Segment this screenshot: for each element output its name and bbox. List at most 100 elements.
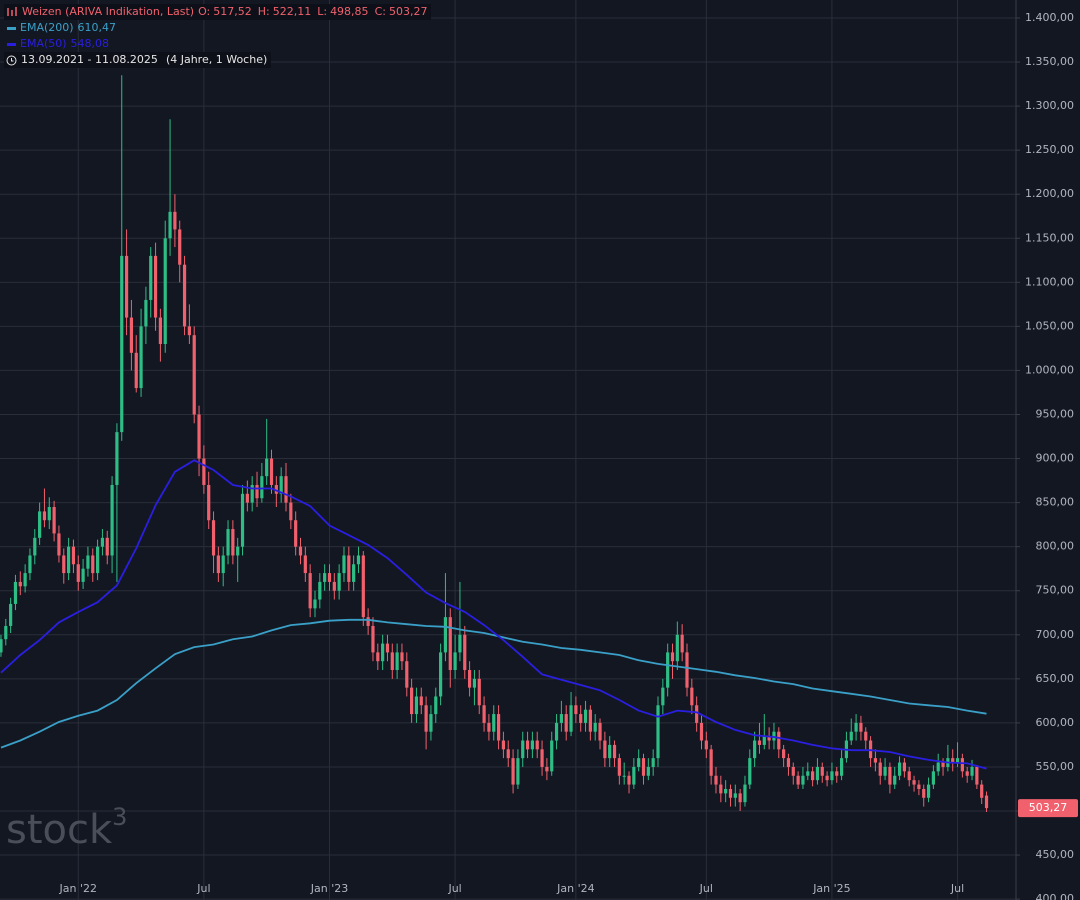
candle-body xyxy=(207,484,211,521)
candle-body xyxy=(139,326,143,389)
candle-body xyxy=(269,458,274,485)
candle-body xyxy=(308,573,312,609)
candle-body xyxy=(559,714,563,723)
candle-body xyxy=(216,555,220,574)
candle-body xyxy=(873,758,878,763)
watermark-sup: 3 xyxy=(112,803,127,831)
candle-body xyxy=(521,740,525,759)
candle-body xyxy=(284,476,288,503)
candle-body xyxy=(91,555,95,574)
candle-body xyxy=(76,564,80,582)
ohlc-summary: O: 517,52 H: 522,11 L: 498,85 C: 503,27 xyxy=(198,4,427,20)
candle-body xyxy=(124,255,129,318)
ohlc-name: C: xyxy=(374,5,386,18)
candle-body xyxy=(28,555,32,574)
candle-body xyxy=(424,705,428,732)
candle-body xyxy=(670,652,675,662)
plot-area xyxy=(0,75,989,813)
candle-body xyxy=(984,795,989,809)
candle-body xyxy=(390,652,394,671)
candle-body xyxy=(318,581,322,600)
header: Weizen (ARIVA Indikation, Last) O: 517,52… xyxy=(4,4,432,68)
y-tick-label: 700,00 xyxy=(1036,628,1075,641)
candle-body xyxy=(294,520,298,547)
candle-body xyxy=(187,326,191,336)
candle-body xyxy=(791,766,795,776)
candle-body xyxy=(487,722,491,732)
candle-body xyxy=(554,722,559,741)
candle-body xyxy=(864,731,868,741)
candle-body xyxy=(86,555,90,569)
period: 13.09.2021 - 11.08.2025 xyxy=(21,53,158,66)
candle-body xyxy=(719,784,723,794)
ohlc-name: O: xyxy=(198,5,211,18)
candle-body xyxy=(849,731,853,741)
ohlc-item: O: 517,52 xyxy=(198,4,252,20)
candle-body xyxy=(540,749,544,767)
candle-body xyxy=(545,766,549,772)
candle-body xyxy=(260,476,264,499)
candle-body xyxy=(854,722,858,732)
candle-body xyxy=(511,758,515,785)
candle-body xyxy=(144,299,148,327)
candle-body xyxy=(709,749,713,776)
candle-body xyxy=(748,758,752,785)
x-tick-label: Jan '24 xyxy=(556,882,594,895)
candle-body xyxy=(535,740,539,750)
candle-body xyxy=(530,740,534,750)
candle-body xyxy=(960,758,964,772)
candle-body xyxy=(656,705,660,759)
candle-body xyxy=(371,625,375,653)
candle-body xyxy=(47,507,51,521)
clock-icon xyxy=(6,55,17,65)
candle-body xyxy=(637,758,641,767)
candle-body xyxy=(202,458,206,485)
candle-body xyxy=(134,352,138,389)
legend-name: EMA(200) xyxy=(20,21,74,34)
candle-body xyxy=(400,652,404,662)
candle-body xyxy=(419,696,423,706)
candle-body xyxy=(467,670,472,688)
candle-body xyxy=(477,678,481,706)
candle-body xyxy=(23,573,27,587)
candle-body xyxy=(385,643,390,653)
watermark: stock3 xyxy=(6,803,127,853)
candle-body xyxy=(811,771,815,781)
candle-body xyxy=(608,744,612,759)
candle-body xyxy=(453,652,457,671)
candle-body xyxy=(274,484,278,494)
candle-body xyxy=(120,255,124,433)
candle-body xyxy=(516,758,520,785)
candle-body xyxy=(820,766,824,776)
candle-body xyxy=(163,238,167,344)
x-tick-label: Jan '25 xyxy=(812,882,850,895)
candle-body xyxy=(100,537,105,547)
candle-body xyxy=(458,634,462,653)
candle-body xyxy=(332,581,336,591)
candle-body xyxy=(231,529,235,556)
candle-body xyxy=(646,766,650,776)
candle-body xyxy=(786,758,791,767)
candle-body xyxy=(115,432,119,485)
candle-body xyxy=(975,766,979,785)
candle-body xyxy=(9,603,13,626)
candle-body xyxy=(18,581,22,587)
candle-body xyxy=(158,317,162,344)
candle-body xyxy=(289,502,293,521)
candle-body xyxy=(52,507,56,534)
candle-body xyxy=(926,784,931,798)
candle-body xyxy=(951,758,955,763)
last-price-tag xyxy=(1018,799,1078,818)
candle-body xyxy=(796,775,800,785)
candle-body xyxy=(733,793,737,798)
candle-body xyxy=(405,661,409,688)
y-axis: 400,00450,00500,00550,00600,00650,00700,… xyxy=(59,11,1078,900)
candle-body xyxy=(149,255,153,300)
candle-body xyxy=(265,458,269,477)
legend-value: 610,47 xyxy=(77,21,117,34)
candle-body xyxy=(675,634,679,662)
candle-body xyxy=(912,780,916,785)
period-row: 13.09.2021 - 11.08.2025 (4 Jahre, 1 Woch… xyxy=(4,52,272,68)
candle-body xyxy=(472,678,477,688)
